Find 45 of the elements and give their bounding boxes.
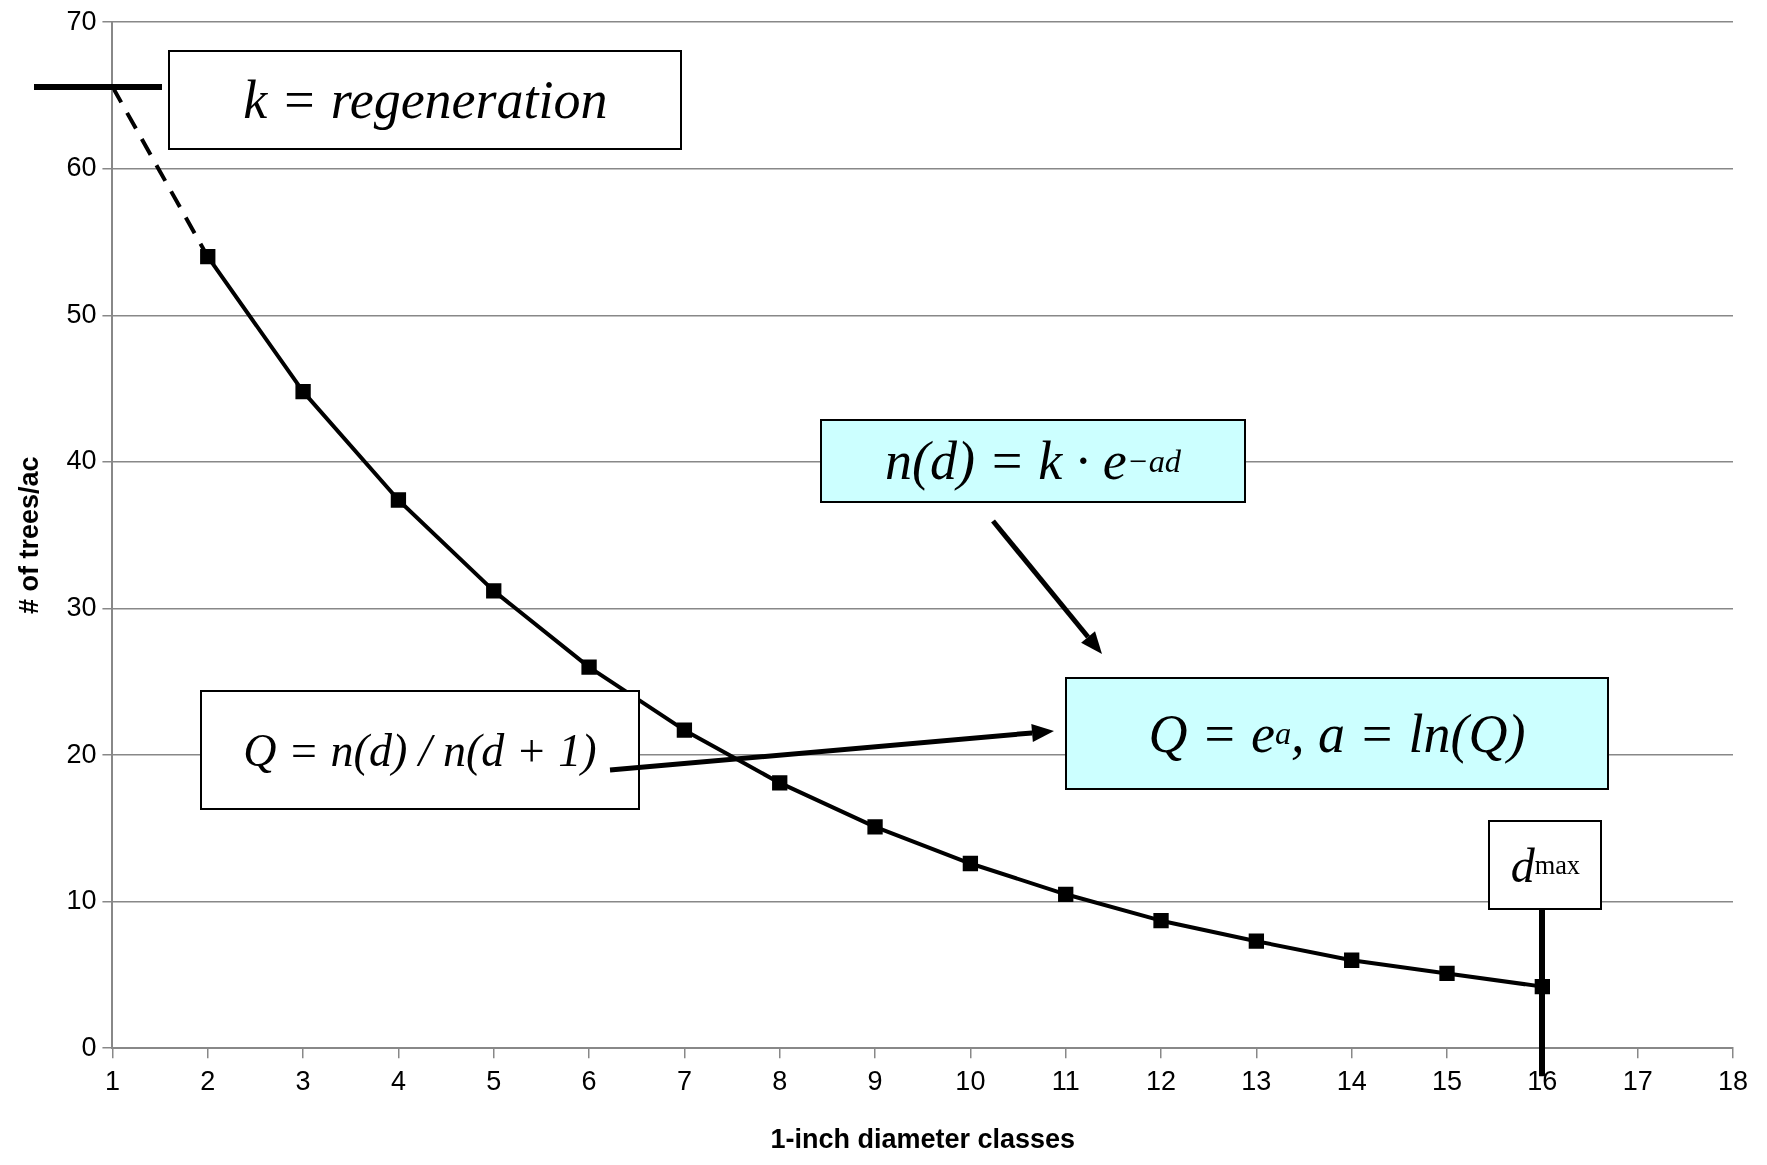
y-tick-label: 70	[66, 5, 97, 36]
point	[581, 659, 597, 675]
x-tick-label: 7	[676, 1065, 692, 1096]
x-tick-label: 8	[772, 1065, 788, 1096]
point	[1248, 933, 1265, 949]
point	[1153, 913, 1169, 929]
y-axis-title: # of trees/ac	[13, 456, 44, 614]
annotation: Q = n(d) / n(d + 1)	[200, 690, 640, 810]
x-tick-label: 5	[486, 1065, 502, 1096]
y-tick-label: 30	[66, 591, 97, 622]
y-tick-label: 0	[81, 1031, 97, 1062]
x-tick-label: 1	[104, 1065, 120, 1096]
x-tick-label: 17	[1622, 1065, 1653, 1096]
y-tick-label: 60	[66, 152, 97, 183]
x-tick-label: 16	[1527, 1065, 1558, 1096]
point	[295, 383, 311, 400]
point	[1439, 965, 1455, 982]
y-tick-label: 50	[66, 298, 97, 329]
point	[1058, 886, 1074, 902]
x-tick-label: 6	[581, 1065, 597, 1096]
x-tick-label: 9	[867, 1065, 883, 1096]
point	[962, 855, 979, 872]
annotation: n(d) = k · e$^{−ad}$	[820, 419, 1246, 503]
point	[486, 583, 502, 599]
y-tick-label: 20	[66, 738, 97, 769]
x-tick-label: 10	[955, 1065, 986, 1096]
x-tick-label: 13	[1241, 1065, 1272, 1096]
annotation: Q = e$^{a}$, a = ln(Q)	[1065, 677, 1609, 790]
point	[1344, 952, 1360, 968]
x-axis-title: 1-inch diameter classes	[770, 1124, 1076, 1155]
x-tick-label: 14	[1336, 1065, 1367, 1096]
y-tick-label: 10	[66, 885, 97, 916]
x-tick-label: 2	[200, 1065, 216, 1096]
x-tick-label: 11	[1051, 1065, 1080, 1096]
x-tick-label: 15	[1431, 1065, 1463, 1096]
x-tick-label: 12	[1146, 1065, 1177, 1096]
y-tick-label: 40	[66, 445, 97, 476]
x-tick-label: 18	[1717, 1065, 1749, 1096]
point	[676, 722, 693, 738]
point	[772, 775, 788, 791]
x-tick-label: 4	[390, 1065, 406, 1096]
point	[390, 492, 407, 508]
x-tick-label: 3	[295, 1065, 311, 1096]
point	[867, 819, 883, 835]
annotation: k = regeneration	[168, 49, 683, 150]
